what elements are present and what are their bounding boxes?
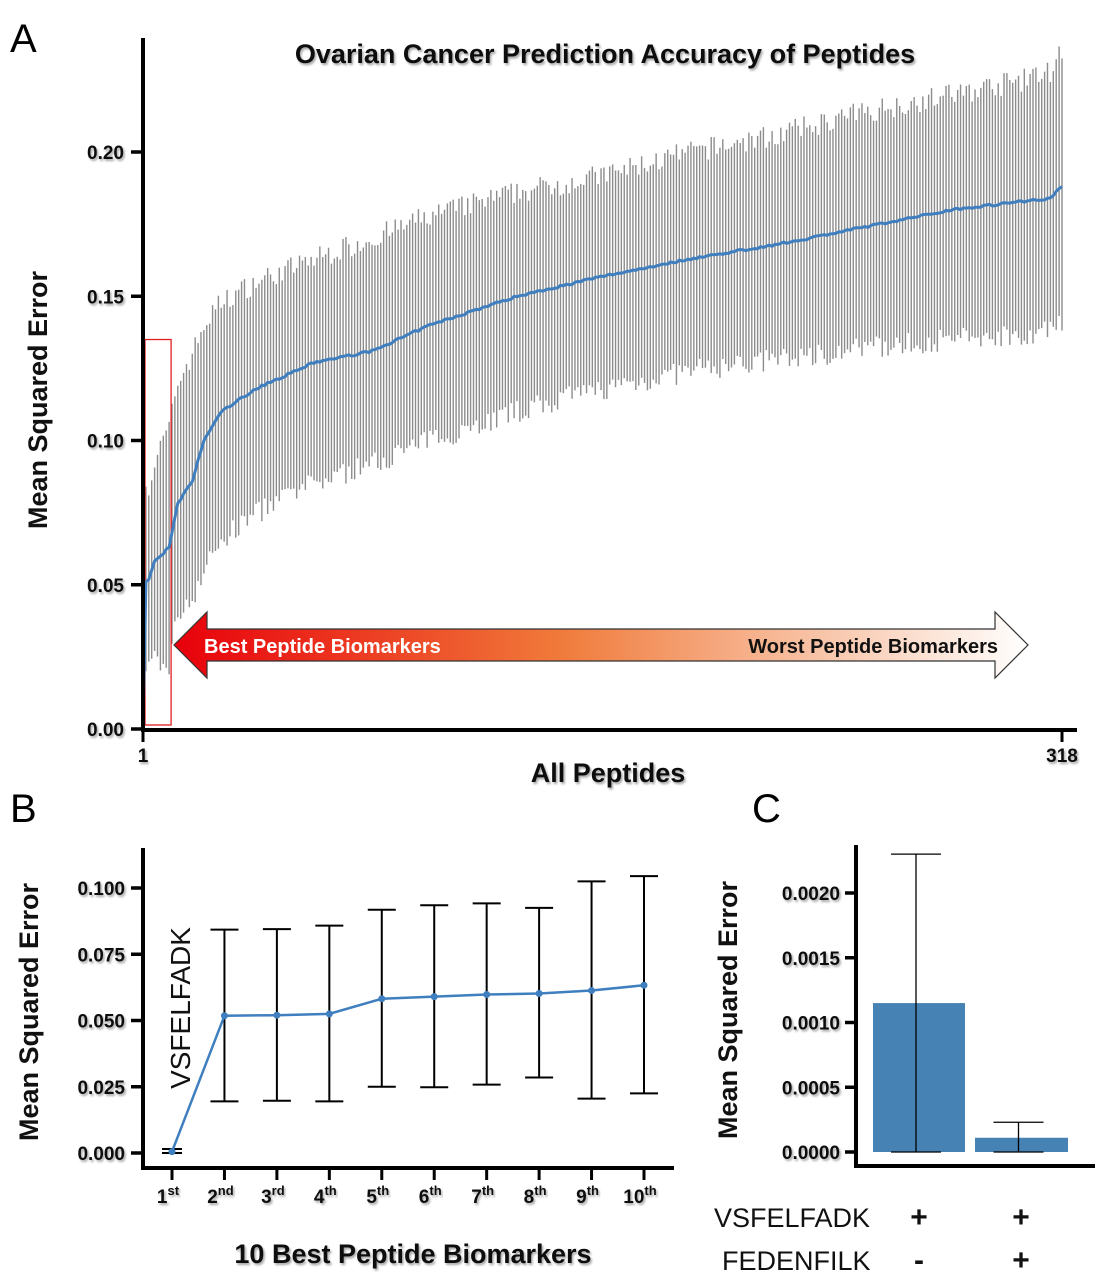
bar bbox=[873, 1003, 965, 1152]
panel-c-y-axis-title: Mean Squared Error bbox=[713, 880, 743, 1139]
data-point bbox=[325, 1010, 333, 1018]
data-point bbox=[483, 991, 491, 999]
presence-symbol: + bbox=[1012, 1201, 1030, 1234]
y-tick-label: 0.025 bbox=[77, 1078, 125, 1099]
panel-b-chart: 0.000 0.025 0.050 0.075 0.100 1st 2nd 3rd 4th 5t… bbox=[14, 848, 674, 1269]
peptide-label: FEDENFILK bbox=[722, 1246, 871, 1276]
y-tick-label: 0.0015 bbox=[782, 949, 841, 970]
biomarker-rank-arrow: Best Peptide Biomarkers Worst Peptide Bi… bbox=[173, 610, 1029, 680]
x-tick-label: 1st bbox=[157, 1183, 180, 1208]
data-point bbox=[168, 1148, 176, 1156]
x-tick-label: 9th bbox=[576, 1183, 599, 1208]
data-point bbox=[640, 981, 648, 989]
gradient-arrow-shape bbox=[173, 610, 1029, 680]
panel-b-x-ticks: 1st 2nd 3rd 4th 5th 6th 7th 8th 9th 10th bbox=[157, 1168, 657, 1208]
x-tick-label: 318 bbox=[1046, 746, 1078, 767]
data-point bbox=[588, 987, 596, 995]
panel-c-error-bars bbox=[891, 853, 1044, 1153]
x-tick-label: 4th bbox=[314, 1183, 337, 1208]
y-tick-label: 0.075 bbox=[77, 945, 125, 966]
error-bar bbox=[993, 1121, 1044, 1153]
y-tick-label: 0.100 bbox=[77, 879, 125, 900]
y-tick-label: 0.20 bbox=[87, 143, 124, 164]
x-tick-label: 8th bbox=[524, 1183, 547, 1208]
panel-c-bars bbox=[873, 1003, 1068, 1152]
x-tick-label: 5th bbox=[366, 1183, 389, 1208]
panel-a-title: Ovarian Cancer Prediction Accuracy of Pe… bbox=[295, 39, 915, 69]
panel-label-a: A bbox=[10, 17, 37, 61]
data-point bbox=[535, 989, 543, 997]
data-point bbox=[273, 1011, 281, 1019]
y-tick-label: 0.00 bbox=[87, 720, 124, 741]
data-point bbox=[430, 993, 438, 1001]
presence-symbol: + bbox=[910, 1201, 928, 1234]
panel-a-mean-line bbox=[141, 185, 1063, 727]
panel-a-x-ticks: 1 318 bbox=[138, 730, 1078, 767]
x-tick-label: 7th bbox=[471, 1183, 494, 1208]
data-point bbox=[220, 1012, 228, 1020]
panel-c-chart: 0.0000 0.0005 0.0010 0.0015 0.0020 Mean Squa… bbox=[713, 845, 1095, 1277]
presence-symbol: - bbox=[914, 1244, 924, 1277]
panel-b-points bbox=[168, 981, 648, 1156]
worst-peptide-label: Worst Peptide Biomarkers bbox=[748, 636, 998, 658]
y-tick-label: 0.0010 bbox=[782, 1014, 840, 1035]
panel-b-y-axis-title: Mean Squared Error bbox=[14, 882, 44, 1141]
x-tick-label: 10th bbox=[623, 1183, 656, 1208]
condition-row: FEDENFILK - + bbox=[722, 1244, 1030, 1277]
bar bbox=[975, 1137, 1068, 1152]
panel-b-x-axis-title: 10 Best Peptide Biomarkers bbox=[234, 1239, 591, 1269]
y-tick-label: 0.050 bbox=[77, 1012, 125, 1033]
y-tick-label: 0.15 bbox=[87, 287, 124, 308]
x-tick-label: 2nd bbox=[207, 1183, 234, 1208]
panel-a-chart: Best Peptide Biomarkers Worst Peptide Bi… bbox=[23, 38, 1078, 788]
panel-c-y-ticks: 0.0000 0.0005 0.0010 0.0015 0.0020 bbox=[782, 884, 856, 1164]
condition-row: VSFELFADK + + bbox=[714, 1201, 1030, 1234]
y-tick-label: 0.0005 bbox=[782, 1078, 841, 1099]
y-tick-label: 0.000 bbox=[77, 1144, 125, 1165]
panel-b-y-ticks: 0.000 0.025 0.050 0.075 0.100 bbox=[77, 879, 143, 1165]
error-bar bbox=[891, 853, 941, 1153]
panel-b-mean-line bbox=[170, 984, 645, 1153]
x-tick-label: 1 bbox=[138, 746, 149, 767]
vsfelfadk-vertical-label: VSFELFADK bbox=[165, 927, 196, 1089]
panel-a-error-bars bbox=[142, 46, 1063, 729]
x-tick-label: 6th bbox=[419, 1183, 442, 1208]
y-tick-label: 0.10 bbox=[87, 432, 124, 453]
y-tick-label: 0.0000 bbox=[782, 1143, 840, 1164]
y-tick-label: 0.0020 bbox=[782, 884, 840, 905]
panel-a-y-axis-title: Mean Squared Error bbox=[23, 270, 53, 529]
best-peptide-label: Best Peptide Biomarkers bbox=[204, 636, 441, 658]
peptide-label: VSFELFADK bbox=[714, 1203, 870, 1233]
panel-label-c: C bbox=[752, 787, 781, 831]
panel-a-y-ticks: 0.00 0.05 0.10 0.15 0.20 bbox=[87, 143, 143, 741]
panel-a-x-axis-title: All Peptides bbox=[531, 758, 686, 788]
presence-symbol: + bbox=[1012, 1244, 1030, 1277]
y-tick-label: 0.05 bbox=[87, 576, 124, 597]
x-tick-label: 3rd bbox=[261, 1183, 285, 1208]
condition-table: VSFELFADK + + FEDENFILK - + bbox=[714, 1201, 1030, 1277]
data-point bbox=[378, 995, 386, 1003]
panel-label-b: B bbox=[10, 787, 37, 831]
